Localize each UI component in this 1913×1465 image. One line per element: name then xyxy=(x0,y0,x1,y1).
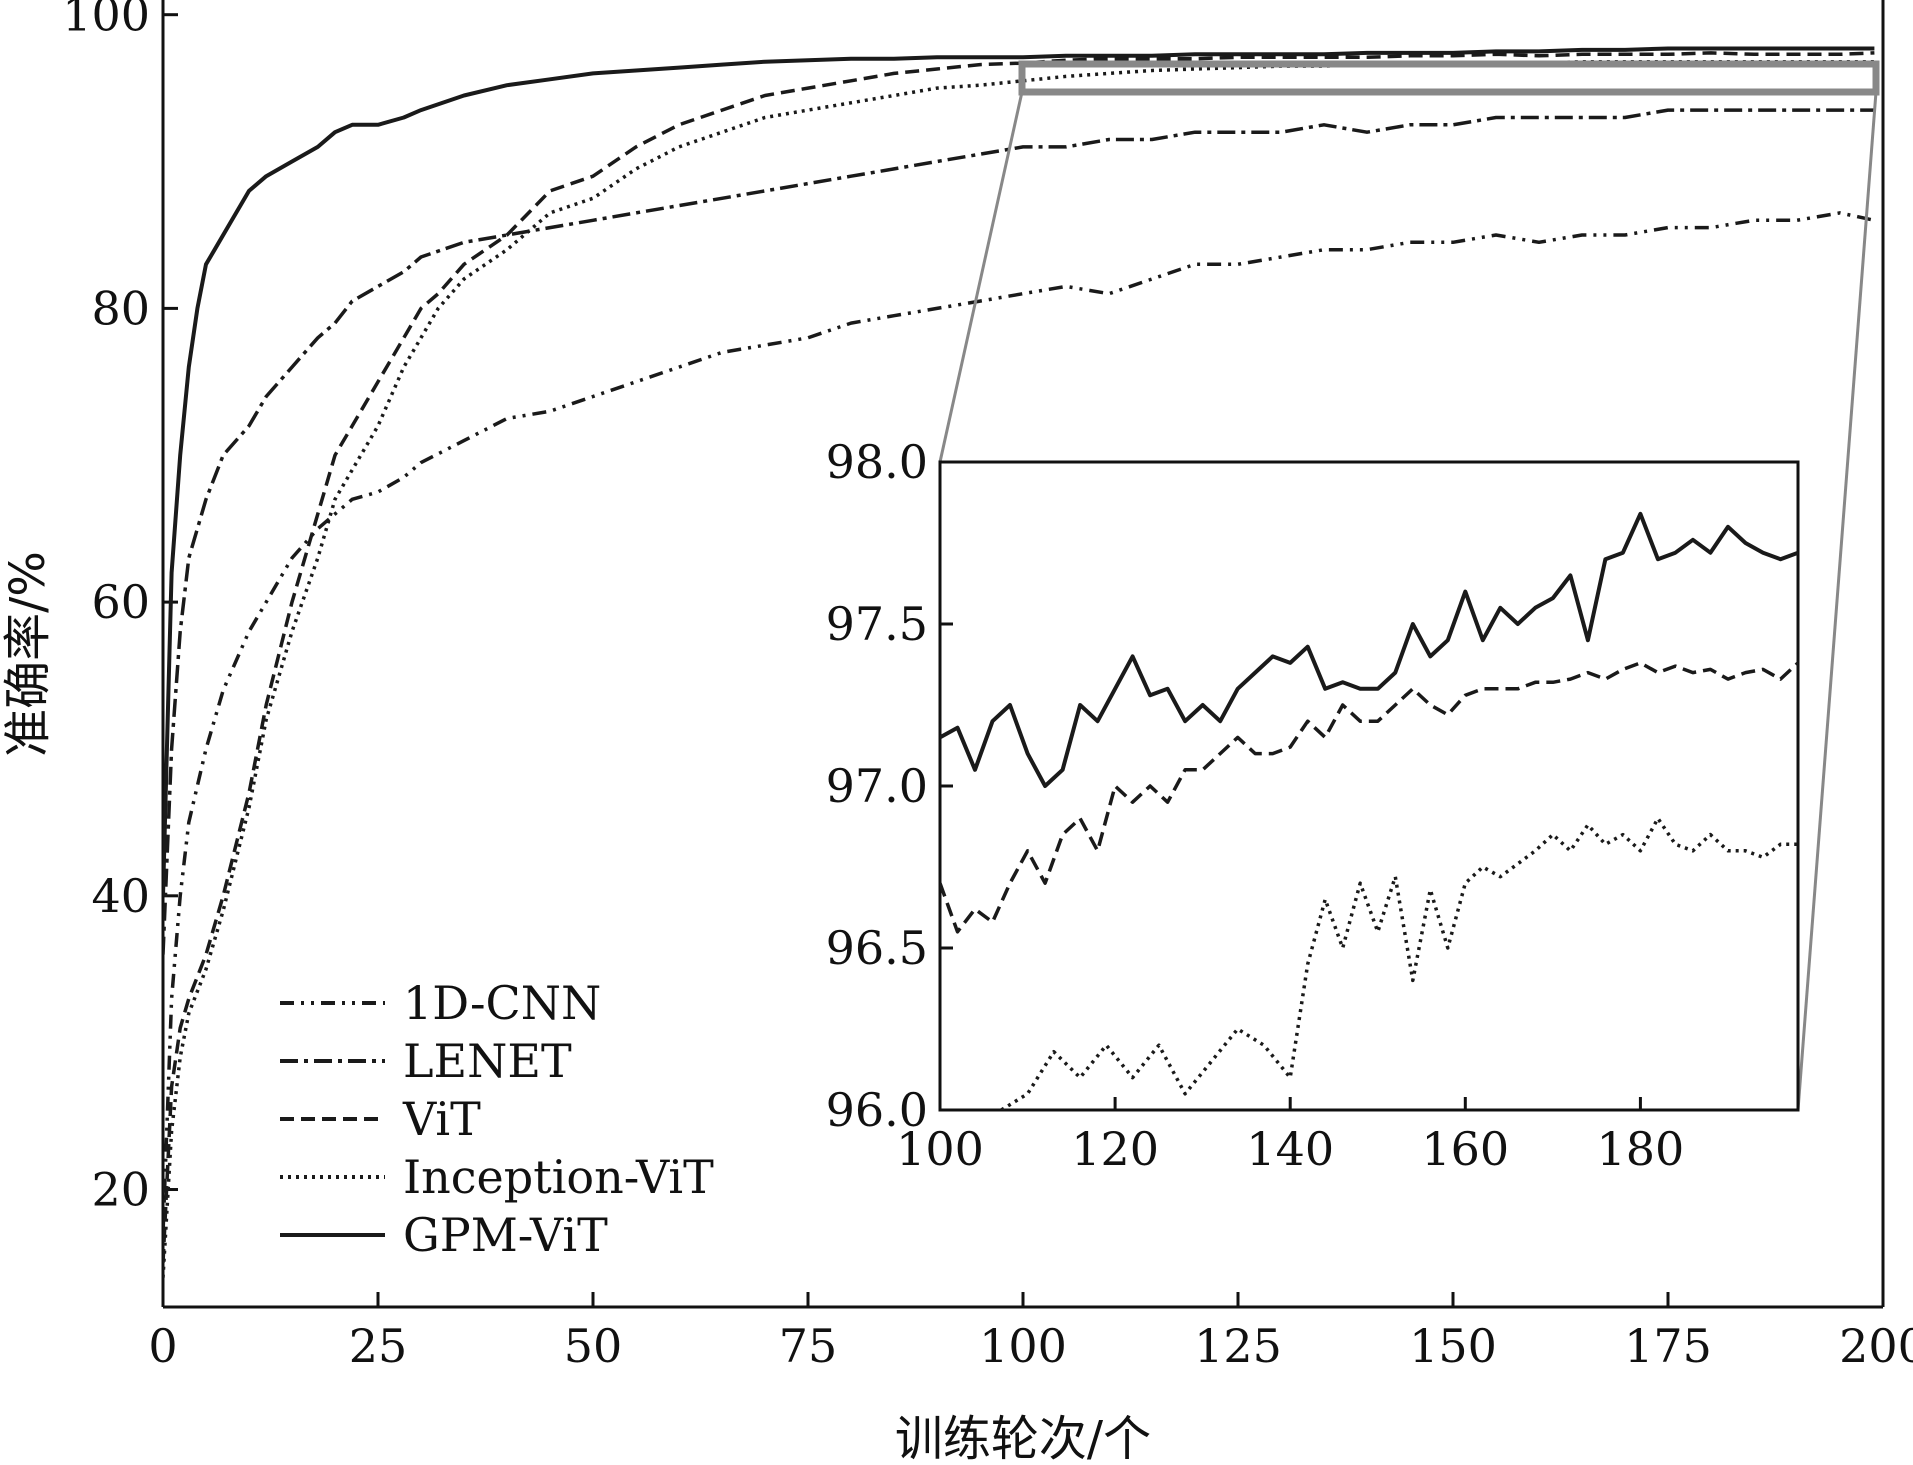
inset-series-line-gpm-vit xyxy=(940,511,1798,788)
inset-y-tick-label: 96.0 xyxy=(826,1083,928,1137)
series-line-vit xyxy=(163,51,1875,1263)
y-tick-label: 80 xyxy=(91,281,150,335)
y-tick-label: 100 xyxy=(62,0,150,42)
x-tick-label: 200 xyxy=(1839,1319,1913,1373)
inset-series-group xyxy=(940,511,1798,1110)
x-tick-label: 50 xyxy=(564,1319,623,1373)
x-tick-label: 150 xyxy=(1409,1319,1497,1373)
x-tick-label: 75 xyxy=(779,1319,838,1373)
inset-x-tick-label: 180 xyxy=(1597,1122,1685,1176)
x-tick-label: 175 xyxy=(1624,1319,1712,1373)
inset-frame xyxy=(938,460,1800,1112)
series-line-inception-vit xyxy=(163,59,1875,1278)
x-tick-label: 100 xyxy=(979,1319,1067,1373)
series-line-lenet xyxy=(163,108,1875,955)
inset-x-tick-label: 160 xyxy=(1421,1122,1509,1176)
x-tick-label: 125 xyxy=(1194,1319,1282,1373)
y-axis-title: 准确率/% xyxy=(0,551,56,757)
inset-y-tick-label: 97.0 xyxy=(826,759,928,813)
legend-label-1d-cnn: 1D-CNN xyxy=(403,976,601,1030)
inset-x-tick-label: 140 xyxy=(1246,1122,1334,1176)
legend-label-gpm-vit: GPM-ViT xyxy=(403,1208,608,1262)
inset-y-tick-label: 97.5 xyxy=(826,597,928,651)
y-tick-label: 20 xyxy=(91,1163,150,1217)
main-series-group xyxy=(163,46,1875,1278)
x-tick-label: 0 xyxy=(148,1319,177,1373)
y-tick-label: 40 xyxy=(91,869,150,923)
inset-series-line-inception-vit xyxy=(1000,816,1798,1110)
y-tick-label: 60 xyxy=(91,575,150,629)
inset-ticks: 100 120 140 160 180 96.0 96.5 97.0 97.5 98.0 xyxy=(826,435,1685,1176)
x-axis-title: 训练轮次/个 xyxy=(895,1411,1151,1465)
inset-y-tick-label: 98.0 xyxy=(826,435,928,489)
legend-label-lenet: LENET xyxy=(403,1034,572,1088)
x-tick-label: 25 xyxy=(349,1319,408,1373)
series-line-gpm-vit xyxy=(163,46,1875,896)
inset-series-line-vit xyxy=(940,661,1798,934)
main-ticks: 0 25 50 75 100 125 150 175 200 20 40 60 80 100 xyxy=(62,0,1913,1373)
series-line-1d-cnn xyxy=(163,211,1875,1234)
inset-y-tick-label: 96.5 xyxy=(826,921,928,975)
zoom-connector-left xyxy=(938,91,1024,463)
inset-x-tick-label: 120 xyxy=(1071,1122,1159,1176)
legend-label-vit: ViT xyxy=(402,1092,481,1146)
zoom-connector-right xyxy=(1796,91,1878,1111)
inset-x-tick-label: 100 xyxy=(896,1122,984,1176)
zoom-highlight-box xyxy=(1018,60,1880,96)
legend-label-inception-vit: Inception-ViT xyxy=(403,1150,714,1204)
